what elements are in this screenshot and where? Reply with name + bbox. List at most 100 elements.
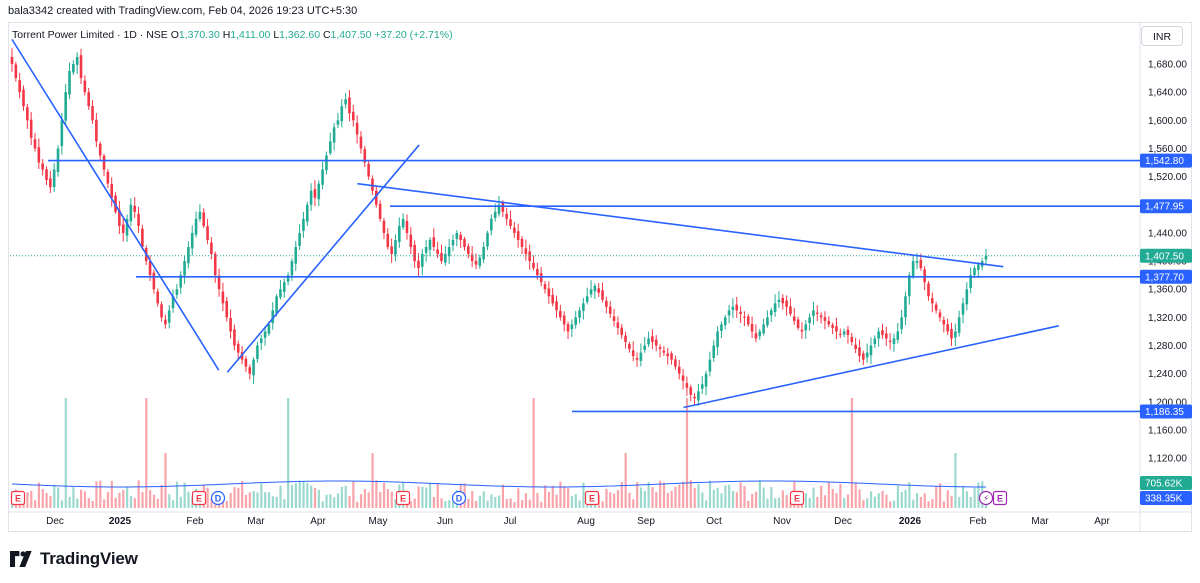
volume-bar bbox=[915, 493, 919, 508]
volume-bar bbox=[103, 499, 106, 508]
ascending-support bbox=[683, 325, 1059, 409]
volume-bar bbox=[294, 483, 297, 508]
volume-bar bbox=[329, 494, 332, 508]
candle-body bbox=[969, 275, 972, 289]
candle-body bbox=[927, 283, 930, 297]
volume-bar bbox=[762, 487, 765, 508]
candle-body bbox=[68, 71, 71, 95]
dividend-marker-icon bbox=[210, 490, 226, 506]
volume-bar bbox=[716, 487, 719, 508]
rising-trendline bbox=[226, 144, 420, 373]
volume-bar bbox=[321, 501, 324, 508]
candle-body bbox=[152, 272, 156, 290]
volume-bar bbox=[83, 491, 87, 508]
candle-body bbox=[827, 321, 831, 325]
volume-bar bbox=[394, 499, 397, 508]
candle-body bbox=[608, 306, 612, 314]
open-label: O bbox=[170, 29, 179, 41]
x-tick-label: Jul bbox=[504, 516, 517, 527]
level-price-tag bbox=[1140, 199, 1192, 214]
volume-bar bbox=[298, 480, 301, 508]
candle-body bbox=[566, 324, 570, 332]
candle-body bbox=[746, 316, 750, 325]
candle-body bbox=[309, 190, 313, 205]
candle-body bbox=[601, 290, 604, 300]
candle-body bbox=[815, 312, 819, 314]
volume-bar bbox=[482, 491, 485, 508]
candle-body bbox=[950, 329, 953, 339]
earnings-marker-letter: E bbox=[400, 494, 406, 504]
candle-body bbox=[210, 242, 213, 255]
volume-bar bbox=[739, 482, 742, 508]
candle-body bbox=[865, 352, 869, 358]
tradingview-icon bbox=[10, 551, 32, 567]
candle-body bbox=[585, 296, 589, 302]
candle-body bbox=[371, 178, 374, 191]
volume-bar bbox=[45, 492, 48, 508]
y-tick-label: 1,680.00 bbox=[1148, 60, 1187, 71]
volume-bar bbox=[509, 498, 512, 508]
candle-body bbox=[421, 254, 424, 267]
candle-body bbox=[41, 163, 44, 170]
x-tick-label: Dec bbox=[46, 516, 64, 527]
volume-bar bbox=[310, 485, 313, 508]
volume-bar bbox=[382, 482, 386, 508]
volume-bar bbox=[371, 453, 374, 508]
candle-body bbox=[754, 333, 758, 339]
volume-bar bbox=[30, 490, 33, 508]
volume-bar bbox=[210, 499, 213, 508]
volume-ma-label: 338.35K bbox=[1145, 494, 1183, 505]
candle-body bbox=[624, 335, 627, 343]
volume-bar bbox=[448, 500, 451, 508]
candle-body bbox=[555, 301, 558, 311]
candle-body bbox=[685, 383, 689, 388]
volume-bar bbox=[628, 492, 631, 508]
candle-body bbox=[570, 324, 574, 330]
candle-body bbox=[639, 352, 643, 361]
volume-bar bbox=[359, 494, 363, 508]
currency-selector[interactable]: INR bbox=[1141, 26, 1183, 46]
volume-bar bbox=[513, 501, 516, 508]
candle-body bbox=[628, 344, 631, 350]
volume-bar bbox=[666, 492, 669, 508]
earnings-marker-icon bbox=[10, 490, 26, 506]
close-label: C bbox=[322, 29, 331, 41]
candle-body bbox=[666, 353, 670, 357]
candle-body bbox=[10, 56, 14, 64]
candle-body bbox=[536, 268, 539, 276]
volume-bar bbox=[885, 494, 888, 508]
candle-body bbox=[447, 247, 451, 257]
volume-bar bbox=[264, 492, 267, 508]
candle-body bbox=[846, 329, 850, 335]
volume-bar bbox=[582, 482, 585, 508]
volume-bar bbox=[555, 494, 558, 508]
volume-bar bbox=[823, 495, 827, 508]
candle-body bbox=[286, 275, 290, 282]
candle-body bbox=[26, 107, 29, 121]
volume-bar bbox=[685, 398, 689, 508]
candle-body bbox=[819, 315, 823, 318]
volume-bar bbox=[317, 489, 320, 508]
volume-bar bbox=[827, 482, 830, 508]
dividend-marker-icon bbox=[451, 490, 467, 506]
volume-bar bbox=[302, 481, 305, 508]
candle-body bbox=[37, 147, 41, 163]
change-value: +37.20 (+2.71%) bbox=[374, 29, 453, 41]
volume-bar bbox=[812, 487, 815, 508]
high-label: H bbox=[222, 29, 231, 41]
volume-bar bbox=[379, 491, 382, 508]
earnings-marker-icon bbox=[395, 490, 411, 506]
volume-bar bbox=[789, 501, 792, 508]
symbol-name[interactable]: Torrent Power Limited · 1D · NSE bbox=[12, 29, 168, 41]
candle-body bbox=[942, 319, 946, 325]
candle-body bbox=[52, 169, 56, 188]
candle-body bbox=[934, 304, 938, 311]
candle-body bbox=[118, 209, 121, 226]
volume-bar bbox=[91, 500, 94, 508]
candle-body bbox=[29, 119, 33, 138]
volume-bar bbox=[858, 489, 861, 508]
candle-body bbox=[720, 324, 723, 331]
level-price-tag bbox=[1140, 269, 1192, 284]
volume-bar bbox=[156, 498, 159, 508]
